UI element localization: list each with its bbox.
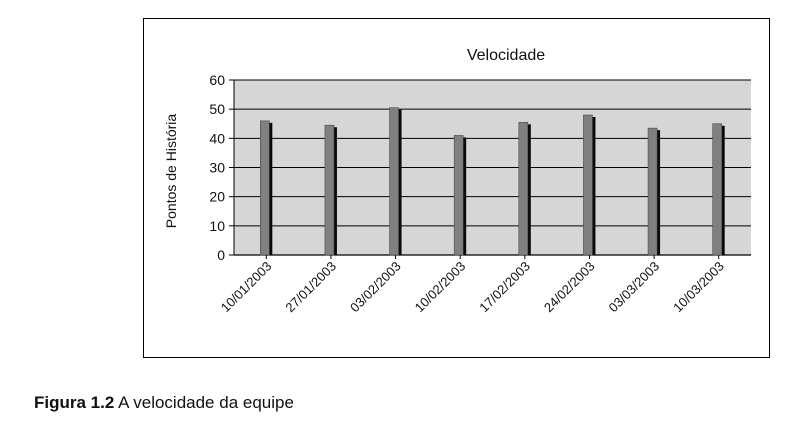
bar-side — [332, 127, 337, 255]
bar-side — [591, 117, 596, 255]
y-axis-label: Pontos de História — [163, 114, 179, 229]
y-tick-label: 20 — [209, 189, 225, 205]
x-tick-label: 03/02/2003 — [347, 259, 404, 316]
x-tick-label: 03/03/2003 — [606, 259, 663, 316]
bar-side — [397, 109, 402, 255]
x-tick-label: 10/02/2003 — [412, 259, 469, 316]
bar — [324, 124, 335, 256]
bar — [583, 114, 593, 256]
x-tick-label: 17/02/2003 — [476, 259, 533, 316]
chart-frame: Velocidade Pontos de História 0 10 20 30 40 5… — [143, 18, 770, 358]
bar — [647, 127, 658, 256]
x-tick-label: 27/01/2003 — [282, 259, 339, 316]
x-tick-label: 24/02/2003 — [541, 259, 598, 316]
figure-caption-text: A velocidade da equipe — [118, 393, 294, 412]
velocity-chart: Velocidade Pontos de História 0 10 20 30 40 5… — [163, 47, 751, 316]
chart-title: Velocidade — [467, 47, 545, 64]
bar — [453, 135, 464, 256]
y-tick-label: 60 — [209, 72, 225, 88]
x-tick-label: 10/03/2003 — [670, 259, 727, 316]
bar-side — [268, 122, 273, 255]
bar-side — [462, 137, 467, 255]
bar-side — [720, 125, 725, 255]
bar — [712, 123, 722, 256]
x-tick-label: 10/01/2003 — [218, 259, 275, 316]
bar — [518, 121, 529, 256]
y-tick-label: 50 — [209, 101, 225, 117]
bar-side — [656, 130, 661, 255]
y-tick-label: 0 — [217, 247, 225, 263]
bar — [389, 107, 399, 256]
figure-number: Figura 1.2 — [34, 393, 115, 412]
y-tick-label: 30 — [209, 160, 225, 176]
figure-caption: Figura 1.2 A velocidade da equipe — [34, 393, 294, 413]
bar — [260, 120, 270, 256]
y-tick-label: 40 — [209, 130, 225, 146]
y-tick-label: 10 — [209, 218, 225, 234]
bar-side — [526, 124, 531, 256]
